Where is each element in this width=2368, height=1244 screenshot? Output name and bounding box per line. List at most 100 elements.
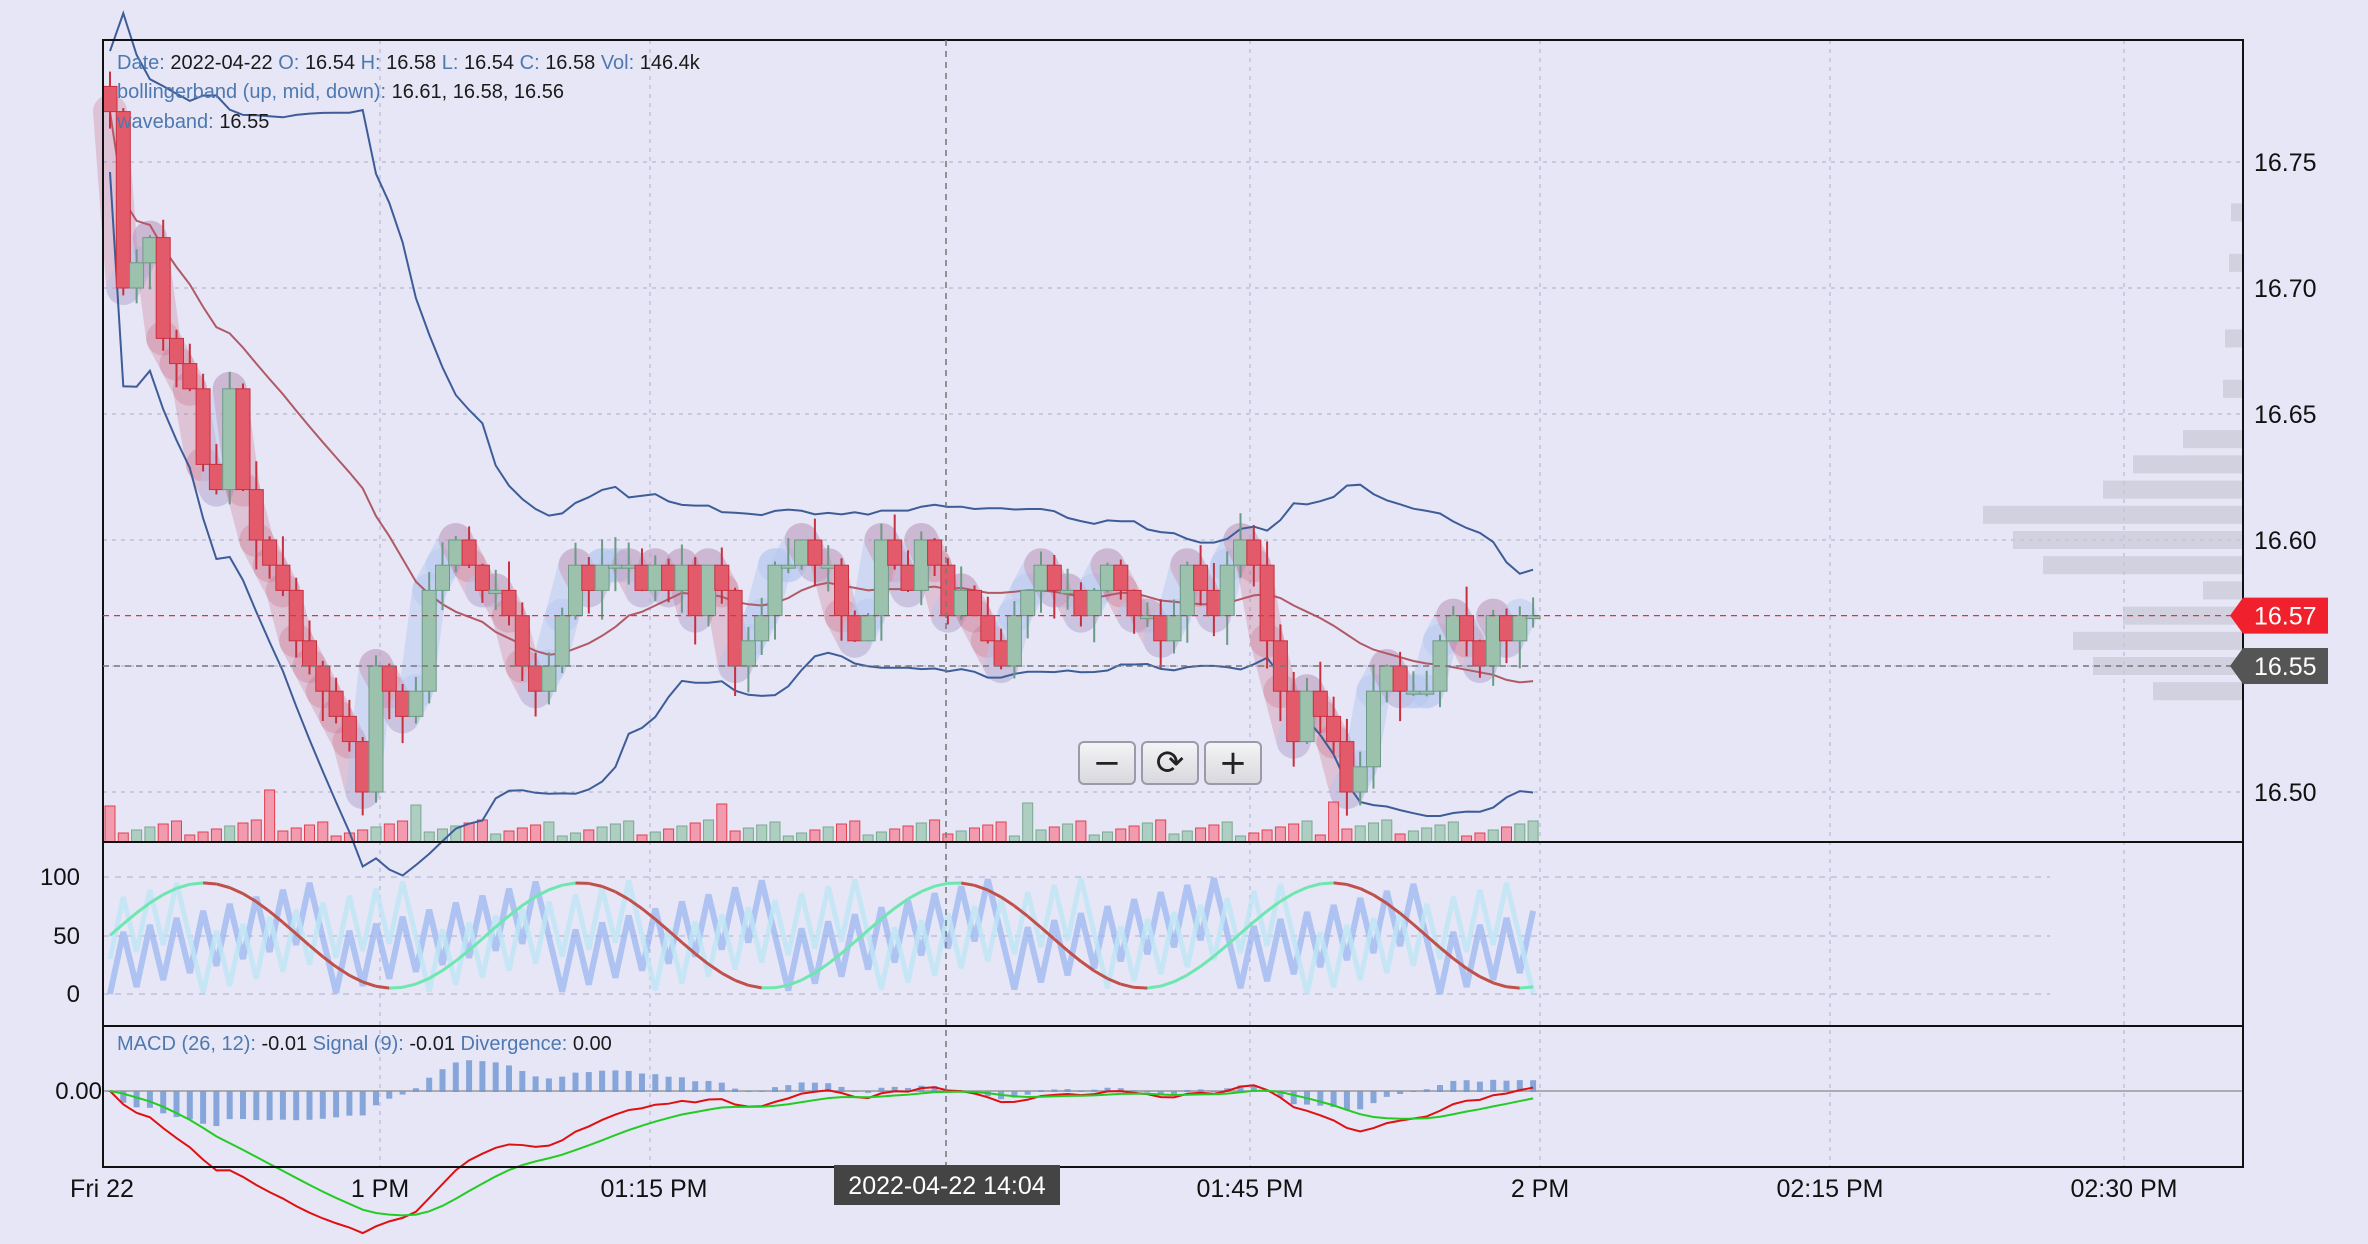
price-tick-label: 16.50 [2254,779,2317,807]
candle-body [1339,741,1355,793]
macd-histogram-bar [798,1082,805,1092]
stoch-d-segment [1399,912,1415,926]
low-value: 16.54 [464,52,515,74]
volume-bar [117,832,129,843]
stoch-d-segment [494,914,510,929]
stoch-d-segment [1106,977,1122,986]
candle-body [1392,665,1408,692]
stoch-d-segment [1266,900,1282,913]
zoom-out-button[interactable]: − [1078,741,1136,785]
macd-histogram-bar [386,1091,393,1099]
candle-body [1006,615,1022,667]
volume-bar [929,819,941,843]
volume-bar [1048,826,1060,843]
candle-body [834,564,849,617]
volume-bar [1115,828,1127,843]
stoch-d-segment [1013,904,1029,918]
stoch-d-segment [734,978,749,987]
price-tick-label: 16.60 [2254,527,2317,555]
macd-histogram-bar [825,1083,832,1092]
candle-body [794,539,810,566]
volume-bar [1035,829,1047,843]
volume-bar [689,822,701,843]
macd-histogram-bar [1104,1087,1111,1092]
volume-bar [849,820,861,843]
candle-body [767,564,783,617]
macd-histogram-bar [1210,1090,1217,1092]
macd-histogram-bar [1171,1091,1177,1095]
volume-bar [703,819,714,843]
stoch-d-segment [481,925,497,940]
volume-bar [1381,819,1393,843]
stoch-d-segment [748,983,762,990]
volume-profile-bar [2043,556,2243,575]
reset-zoom-button[interactable]: ⟳ [1141,741,1199,785]
macd-histogram-bar [200,1091,207,1124]
volume-profile-bar [2153,682,2243,701]
candle-body [155,237,171,339]
macd-histogram-bar [506,1065,512,1092]
candle-body [142,237,158,264]
macd-histogram-bar [1450,1080,1457,1092]
volume-bar [862,834,874,843]
volume-profile-bar [2093,657,2243,675]
stoch-d-segment [202,881,217,886]
stoch-tick-label: 100 [40,864,80,891]
crosshair-time-bg [834,1165,1060,1205]
volume-bar [144,826,156,843]
volume-bar [596,826,608,843]
stoch-d-segment [295,932,311,947]
volume-bar [397,820,409,843]
macd-histogram-bar [1064,1089,1071,1092]
candle-body [1206,589,1222,617]
volume-bar [969,827,980,843]
bollinger-upper-line [109,10,1534,575]
stoch-d-segment [162,886,178,896]
macd-histogram-bar [1024,1091,1031,1095]
stoch-d-segment [1306,882,1321,889]
macd-histogram-bar [373,1091,379,1106]
stoch-d-segment [1346,883,1361,890]
candle-body [368,665,384,793]
candle-body [1233,539,1248,566]
macd-histogram-bar [1157,1091,1164,1095]
candle-body [474,564,490,591]
stoch-d-segment [1359,887,1375,897]
candle-body [528,665,544,692]
zoom-controls: − ⟳ + [1078,741,1262,785]
stoch-d-segment [229,886,244,895]
candle-body [594,564,610,591]
candle-body [1179,564,1195,617]
volume-bar [1354,825,1366,843]
time-tick-label: 01:15 PM [600,1175,707,1203]
macd-histogram-bar [479,1061,486,1092]
time-tick-label: 2 PM [1511,1175,1569,1203]
zoom-in-button[interactable]: + [1204,741,1262,785]
candle-body [780,564,796,569]
stoch-d-segment [402,982,417,989]
candle-body [1046,564,1062,591]
macd-histogram-bar [772,1087,778,1092]
candle-body [395,690,411,717]
macd-histogram-bar [559,1076,566,1092]
macd-histogram-bar [785,1085,792,1092]
candle-body [1459,615,1475,642]
stoch-d-segment [1000,895,1016,908]
stoch-d-segment [1120,982,1135,989]
volume-bar [1088,834,1100,843]
volume-bar [1341,828,1353,843]
signal-line [109,1089,1534,1217]
stoch-d-segment [1080,960,1096,973]
stoch-d-segment [1199,955,1215,968]
candle-body [235,388,251,491]
candle-body [1126,589,1142,617]
candle-body [1166,615,1182,642]
volume-bar [649,831,661,843]
volume-bar [955,830,967,843]
volume-bar [995,821,1007,843]
macd-histogram-bar [1290,1091,1297,1105]
macd-histogram-bar [279,1091,286,1120]
stoch-d-segment [987,888,1002,899]
volume-profile-bar [2231,203,2243,222]
volume-bar [1102,831,1113,843]
